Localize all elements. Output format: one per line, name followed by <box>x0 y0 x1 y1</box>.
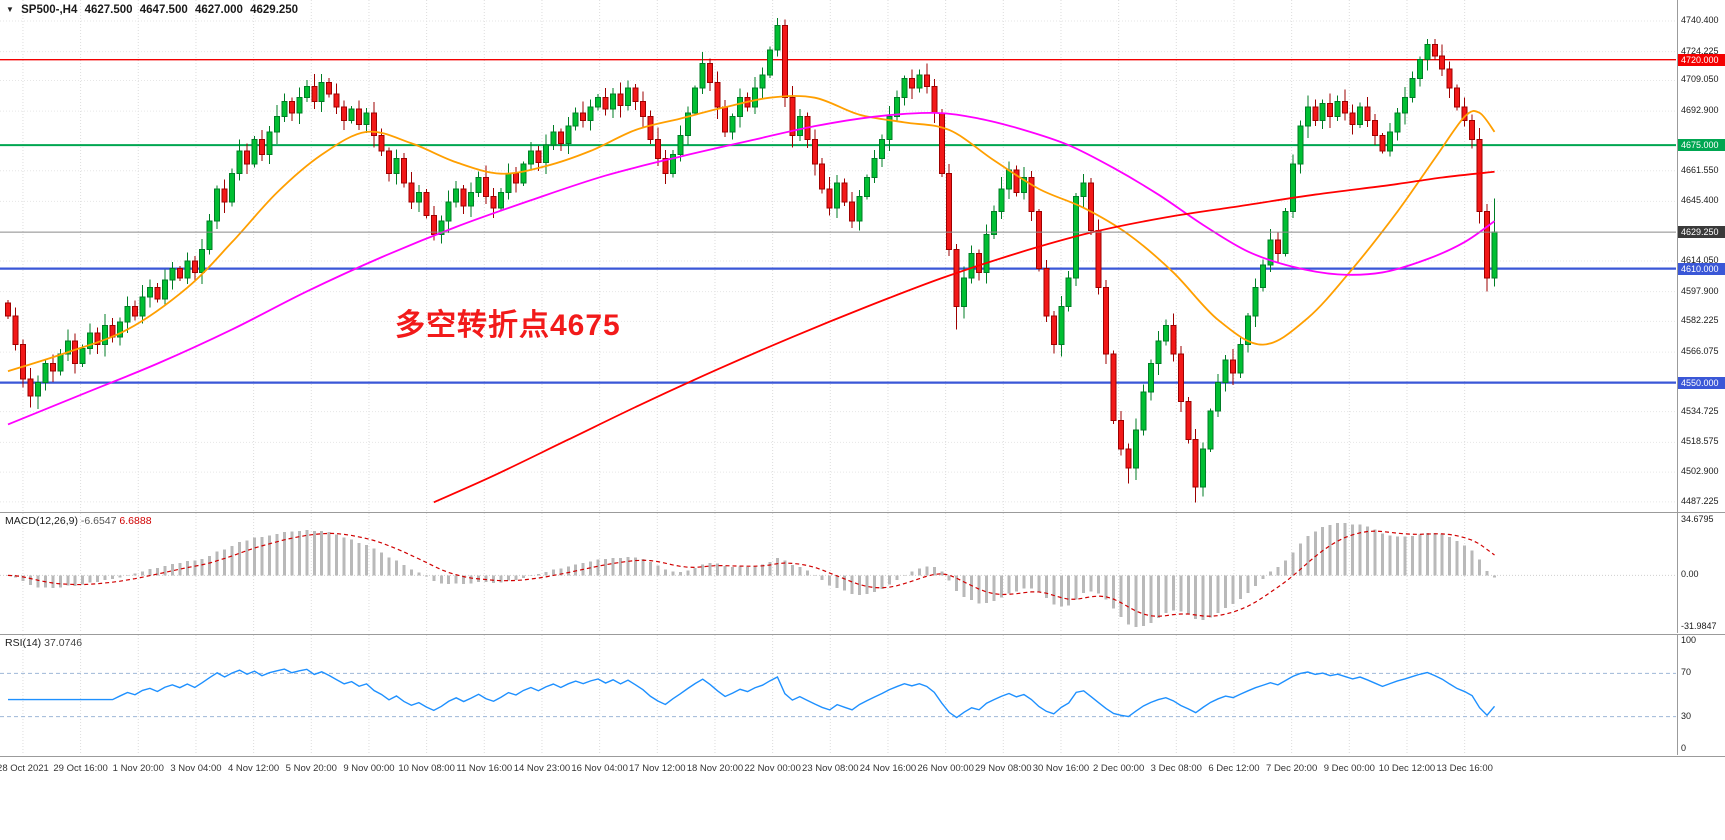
ohlc-close: 4629.250 <box>250 4 299 16</box>
price-axis-tick: 4502.900 <box>1681 466 1719 477</box>
rsi-label: RSI(14) 37.0746 <box>5 637 82 649</box>
price-axis-tick: 0 <box>1681 743 1687 753</box>
macd-value-signal: 6.6888 <box>119 515 152 527</box>
price-line-tag: 4550.000 <box>1678 376 1725 389</box>
time-axis-label: 5 Nov 20:00 <box>285 763 337 774</box>
price-axis-tick: 4661.550 <box>1681 164 1719 175</box>
price-axis-tick: 4740.400 <box>1681 14 1719 25</box>
price-axis-tick: 4645.400 <box>1681 195 1719 206</box>
price-axis-tick: 4518.575 <box>1681 436 1719 447</box>
price-line-tag: 4610.000 <box>1678 262 1725 275</box>
time-axis-label: 10 Nov 08:00 <box>398 763 455 774</box>
time-axis-label: 13 Dec 16:00 <box>1436 763 1493 774</box>
rsi-indicator-name: RSI(14) <box>5 637 42 649</box>
time-axis-label: 29 Nov 08:00 <box>975 763 1032 774</box>
time-axis-label: 2 Dec 00:00 <box>1093 763 1145 774</box>
time-axis-label: 26 Nov 00:00 <box>917 763 974 774</box>
macd-value-main: -6.6547 <box>80 515 117 527</box>
price-axis-tick: 4597.900 <box>1681 285 1719 296</box>
ohlc-open: 4627.500 <box>84 4 133 16</box>
time-axis-label: 9 Nov 00:00 <box>343 763 395 774</box>
price-line-tag: 4675.000 <box>1678 139 1725 152</box>
macd-canvas[interactable] <box>0 513 1676 633</box>
time-axis-label: 14 Nov 23:00 <box>513 763 571 774</box>
macd-panel: MACD(12,26,9) -6.6547 6.6888 34.6795 0.00… <box>0 513 1725 633</box>
price-line-tag: 4720.000 <box>1678 53 1725 66</box>
price-axis[interactable]: 4740.400 4724.225 4709.050 4692.900 4661.550… <box>1677 0 1725 512</box>
time-axis-label: 22 Nov 00:00 <box>744 763 801 774</box>
price-axis-tick: 4487.225 <box>1681 495 1719 506</box>
panel-separator[interactable] <box>0 512 1725 513</box>
time-axis-label: 28 Oct 2021 <box>0 763 49 774</box>
price-axis-tick: 100 <box>1681 635 1697 645</box>
price-axis-tick: -31.9847 <box>1681 620 1717 631</box>
rsi-axis: 100 70 30 0 <box>1677 635 1725 755</box>
price-axis-tick: 34.6795 <box>1681 513 1714 524</box>
time-axis[interactable]: 28 Oct 2021 29 Oct 16:00 1 Nov 20:00 3 Nov … <box>0 757 1725 840</box>
time-axis-label: 18 Nov 20:00 <box>686 763 744 774</box>
time-axis-label: 29 Oct 16:00 <box>53 763 108 774</box>
price-axis-tick: 4582.225 <box>1681 315 1719 326</box>
candlestick-series <box>5 17 1498 503</box>
panel-separator <box>0 756 1725 757</box>
time-axis-label: 7 Dec 20:00 <box>1266 763 1318 774</box>
rsi-line <box>8 668 1496 719</box>
symbol-dropdown-arrow[interactable]: ▼ <box>6 5 14 14</box>
current-price-tag: 4629.250 <box>1678 226 1725 239</box>
time-axis-label: 23 Nov 08:00 <box>802 763 859 774</box>
macd-signal-line <box>7 530 1495 617</box>
time-axis-label: 17 Nov 12:00 <box>629 763 686 774</box>
chart-annotation-text[interactable]: 多空转折点4675 <box>395 309 621 342</box>
price-axis-tick: 70 <box>1681 667 1692 678</box>
macd-axis: 34.6795 0.00 -31.9847 <box>1677 513 1725 633</box>
time-axis-label: 30 Nov 16:00 <box>1032 763 1090 774</box>
rsi-canvas[interactable] <box>0 635 1676 755</box>
symbol-period-label: SP500-,H4 <box>21 4 78 16</box>
ohlc-low: 4627.000 <box>194 4 243 16</box>
rsi-value: 37.0746 <box>44 637 83 649</box>
price-axis-tick: 4614.050 <box>1681 254 1719 265</box>
time-axis-label: 3 Dec 08:00 <box>1150 763 1202 774</box>
time-axis-label: 4 Nov 12:00 <box>227 763 280 774</box>
ma-fast-orange <box>7 95 1496 373</box>
macd-label: MACD(12,26,9) -6.6547 6.6888 <box>5 515 152 527</box>
chart-title: ▼ SP500-,H4 4627.500 4647.500 4627.000 4… <box>6 4 302 16</box>
ma-slow-red <box>433 170 1495 504</box>
time-axis-label: 1 Nov 20:00 <box>112 763 164 774</box>
main-price-panel: ▼ SP500-,H4 4627.500 4647.500 4627.000 4… <box>0 0 1725 512</box>
price-axis-tick: 4566.075 <box>1681 346 1719 357</box>
rsi-panel: RSI(14) 37.0746 100 70 30 0 <box>0 635 1725 755</box>
time-axis-label: 6 Dec 12:00 <box>1208 763 1260 774</box>
price-axis-tick: 4709.050 <box>1681 74 1719 85</box>
price-axis-tick: 0.00 <box>1681 569 1699 580</box>
time-axis-label: 24 Nov 16:00 <box>859 763 917 774</box>
price-axis-tick: 4692.900 <box>1681 105 1719 116</box>
macd-indicator-name: MACD(12,26,9) <box>5 515 78 527</box>
ma-mid-magenta <box>7 111 1496 426</box>
price-axis-tick: 4724.225 <box>1681 45 1719 56</box>
time-axis-label: 11 Nov 16:00 <box>456 763 513 774</box>
price-axis-tick: 4534.725 <box>1681 405 1719 416</box>
time-axis-label: 10 Dec 12:00 <box>1378 763 1436 774</box>
time-axis-label: 9 Dec 00:00 <box>1323 763 1375 774</box>
time-axis-label: 3 Nov 04:00 <box>170 763 222 774</box>
ohlc-high: 4647.500 <box>139 4 188 16</box>
price-axis-tick: 30 <box>1681 710 1692 721</box>
time-axis-label: 16 Nov 04:00 <box>571 763 628 774</box>
main-chart-canvas[interactable] <box>0 0 1676 512</box>
panel-separator[interactable] <box>0 634 1725 635</box>
